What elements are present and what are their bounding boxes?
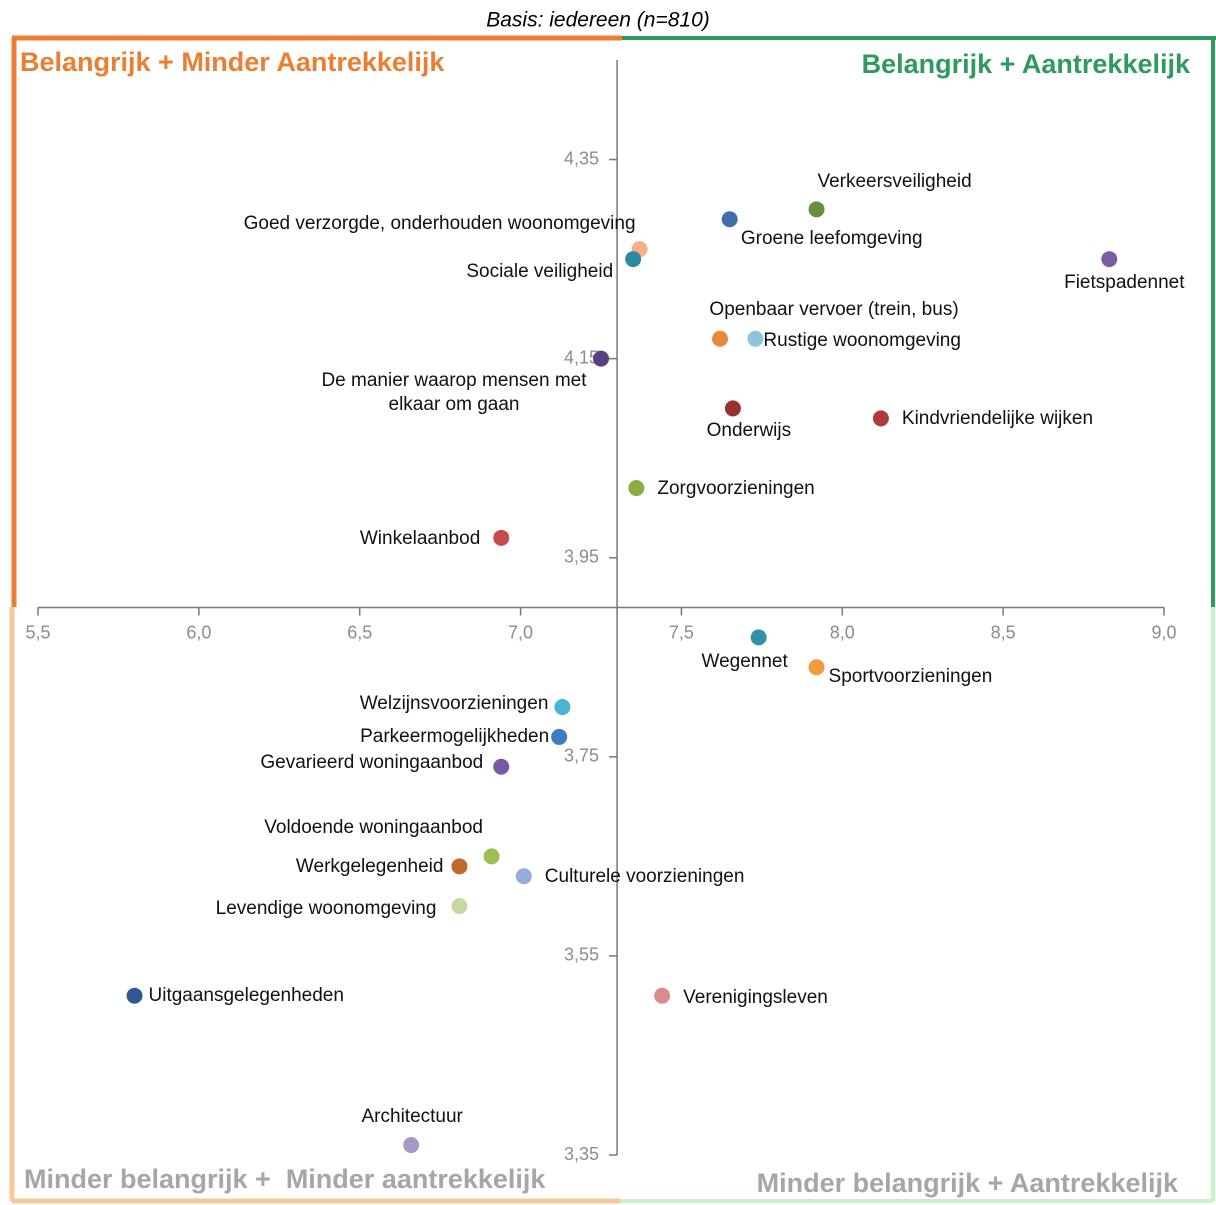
point-label: Sociale veiligheid: [466, 261, 614, 283]
point: [750, 629, 767, 646]
y-tick-label: 4,35: [564, 148, 599, 168]
quadrant-label: Belangrijk + Aantrekkelijk: [862, 49, 1191, 79]
point-label: Welzijnsvoorzieningen: [359, 693, 549, 715]
x-tick-label: 8,0: [830, 622, 855, 642]
quadrant-label: Minder belangrijk + Aantrekkelijk: [757, 1168, 1179, 1198]
point-label: Werkgelegenheid: [295, 856, 444, 878]
point-label: Parkeermogelijkheden: [360, 725, 550, 747]
point: [1101, 251, 1118, 268]
point-label: Architectuur: [361, 1106, 463, 1128]
point-label: Zorgvoorzieningen: [657, 478, 815, 500]
x-tick-label: 9,0: [1151, 622, 1176, 642]
x-tick-label: 6,5: [347, 622, 372, 642]
quadrant-label: Minder belangrijk + Minder aantrekkelijk: [24, 1164, 546, 1194]
point-label: Verkeersveiligheid: [817, 171, 972, 193]
point-label: Sportvoorzieningen: [828, 666, 993, 688]
point-label: Wegennet: [701, 651, 788, 673]
point: [554, 699, 571, 716]
y-tick-label: 3,35: [564, 1144, 599, 1164]
point-label: Culturele voorzieningen: [544, 866, 745, 888]
point-label: Levendige woonomgeving: [215, 898, 437, 920]
point-label: Openbaar vervoer (trein, bus): [709, 298, 959, 320]
x-tick-label: 5,5: [25, 622, 50, 642]
point-label: Uitgaansgelegenheden: [148, 984, 344, 1006]
point: [403, 1137, 420, 1154]
point-label: Rustige woonomgeving: [763, 329, 961, 351]
point: [712, 330, 729, 347]
y-tick-label: 3,55: [564, 945, 599, 965]
point: [483, 848, 500, 865]
point: [654, 987, 671, 1004]
point: [628, 480, 645, 497]
point-label: Onderwijs: [706, 420, 792, 442]
point: [747, 330, 764, 347]
point-label: Verenigingsleven: [683, 986, 828, 1008]
point: [721, 211, 738, 228]
point: [872, 410, 889, 427]
point: [593, 350, 609, 367]
point-label: Voldoende woningaanbod: [264, 817, 483, 839]
point-label: Kindvriendelijke wijken: [901, 408, 1094, 430]
y-tick-label: 4,15: [564, 347, 599, 367]
point-label: Groene leefomgeving: [740, 228, 923, 250]
point-label: De manier waarop mensen met elkaar om ga…: [321, 369, 587, 415]
x-tick-label: 8,5: [991, 622, 1016, 642]
point: [126, 987, 143, 1004]
x-tick-label: 7,5: [669, 622, 694, 642]
point-label: Winkelaanbod: [359, 527, 481, 549]
point: [451, 858, 468, 875]
point: [808, 201, 825, 218]
point-label: Goed verzorgde, onderhouden woonomgeving: [243, 213, 636, 235]
x-tick-label: 7,0: [508, 622, 533, 642]
point: [515, 868, 532, 885]
point: [451, 898, 468, 915]
subtitle: Basis: iedereen (n=810): [486, 9, 710, 32]
x-tick-label: 6,0: [186, 622, 211, 642]
quadrant-label: Belangrijk + Minder Aantrekkelijk: [20, 47, 445, 77]
y-tick-label: 3,75: [564, 746, 599, 766]
y-tick-label: 3,95: [564, 546, 599, 566]
point-label: Fietspadennet: [1064, 272, 1185, 294]
point: [493, 529, 510, 546]
point: [625, 251, 642, 268]
point: [551, 728, 568, 745]
point-label: Gevarieerd woningaanbod: [260, 751, 484, 773]
point: [724, 400, 741, 417]
point: [493, 758, 510, 775]
point: [808, 659, 825, 676]
